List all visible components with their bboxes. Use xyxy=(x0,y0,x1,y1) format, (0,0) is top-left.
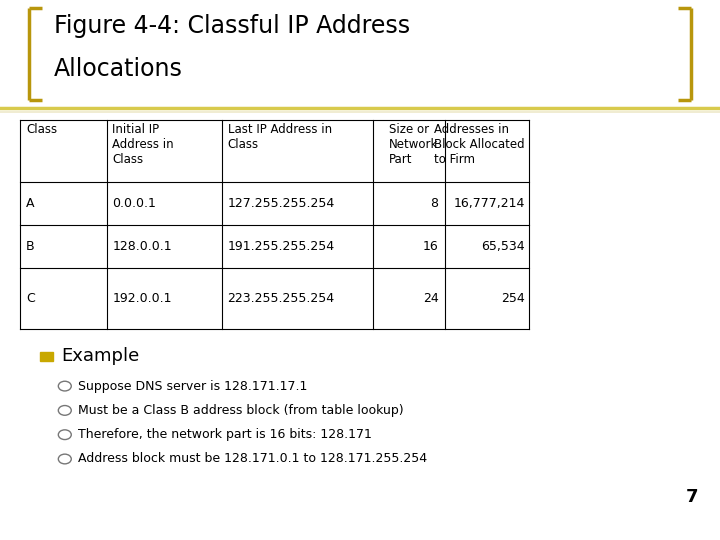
Text: 0.0.0.1: 0.0.0.1 xyxy=(112,197,156,210)
Text: Address block must be 128.171.0.1 to 128.171.255.254: Address block must be 128.171.0.1 to 128… xyxy=(78,453,427,465)
Text: Example: Example xyxy=(61,347,140,366)
Text: 254: 254 xyxy=(501,292,525,306)
Text: C: C xyxy=(26,292,35,306)
Text: Allocations: Allocations xyxy=(54,57,183,80)
Text: Therefore, the network part is 16 bits: 128.171: Therefore, the network part is 16 bits: … xyxy=(78,428,372,441)
Text: 192.0.0.1: 192.0.0.1 xyxy=(112,292,172,306)
Text: Suppose DNS server is 128.171.17.1: Suppose DNS server is 128.171.17.1 xyxy=(78,380,307,393)
Text: 7: 7 xyxy=(686,488,698,506)
Text: 127.255.255.254: 127.255.255.254 xyxy=(228,197,335,210)
Text: Figure 4-4: Classful IP Address: Figure 4-4: Classful IP Address xyxy=(54,14,410,37)
Text: 16: 16 xyxy=(423,240,438,253)
Text: 16,777,214: 16,777,214 xyxy=(454,197,525,210)
Text: B: B xyxy=(26,240,35,253)
Text: Last IP Address in
Class: Last IP Address in Class xyxy=(228,123,332,151)
Text: Initial IP
Address in
Class: Initial IP Address in Class xyxy=(112,123,174,166)
Text: 65,534: 65,534 xyxy=(481,240,525,253)
Text: 191.255.255.254: 191.255.255.254 xyxy=(228,240,335,253)
Bar xyxy=(40,352,53,361)
Text: 8: 8 xyxy=(431,197,438,210)
Text: Addresses in
Block Allocated
to Firm: Addresses in Block Allocated to Firm xyxy=(434,123,525,166)
Text: Must be a Class B address block (from table lookup): Must be a Class B address block (from ta… xyxy=(78,404,403,417)
Text: A: A xyxy=(26,197,35,210)
Text: Class: Class xyxy=(26,123,57,136)
Text: Size or
Network
Part: Size or Network Part xyxy=(389,123,438,166)
Text: 128.0.0.1: 128.0.0.1 xyxy=(112,240,172,253)
Text: 24: 24 xyxy=(423,292,438,306)
Text: 223.255.255.254: 223.255.255.254 xyxy=(228,292,335,306)
